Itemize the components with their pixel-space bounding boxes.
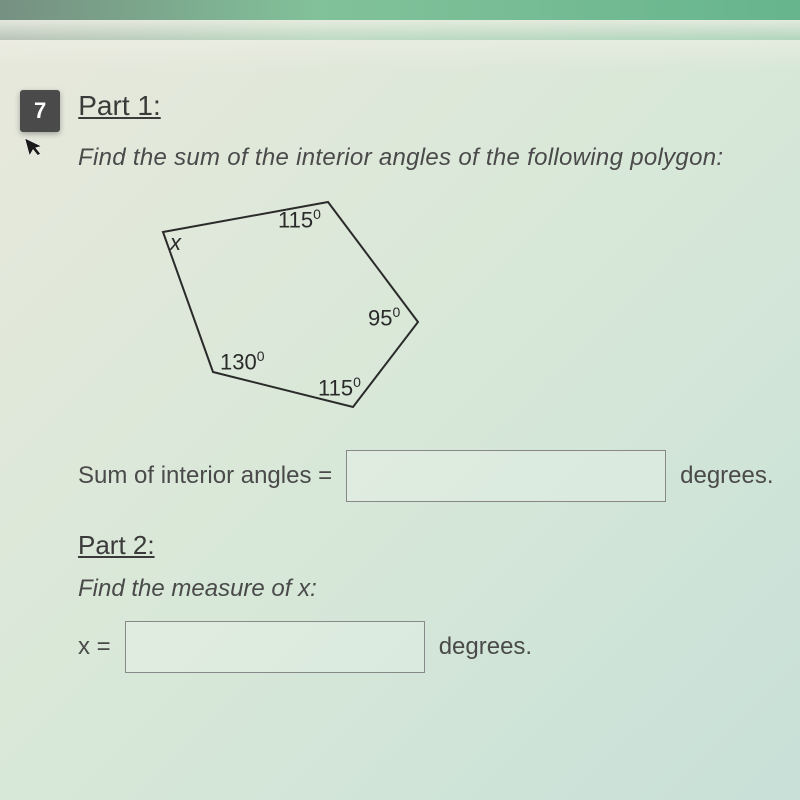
cursor-icon	[22, 132, 47, 166]
angle-label-130: 1300	[220, 348, 265, 375]
part2-instruction: Find the measure of x:	[78, 575, 780, 603]
sum-answer-row: Sum of interior angles = degrees.	[78, 450, 780, 502]
question-content: 7 Part 1: Find the sum of the interior a…	[20, 90, 780, 673]
header-fade	[0, 20, 800, 70]
angle-label-x: x	[170, 230, 181, 256]
angle-label-95: 950	[368, 304, 400, 331]
part2-heading: Part 2:	[78, 530, 780, 561]
part1-instruction: Find the sum of the interior angles of t…	[78, 144, 780, 172]
question-number-badge: 7	[20, 90, 60, 132]
angle-label-115: 1150	[278, 206, 321, 233]
x-answer-row: x = degrees.	[78, 621, 780, 673]
sum-label: Sum of interior angles =	[78, 462, 332, 490]
degrees-unit-2: degrees.	[439, 633, 532, 661]
angle-label-115: 1150	[318, 374, 361, 401]
degrees-unit-1: degrees.	[680, 462, 773, 490]
x-label: x =	[78, 633, 111, 661]
part1-heading: Part 1:	[78, 90, 160, 122]
question-header: 7 Part 1:	[20, 90, 780, 132]
polygon-diagram: x 1150 950 1150 1300	[78, 182, 780, 432]
sum-input[interactable]	[346, 450, 666, 502]
x-input[interactable]	[125, 621, 425, 673]
